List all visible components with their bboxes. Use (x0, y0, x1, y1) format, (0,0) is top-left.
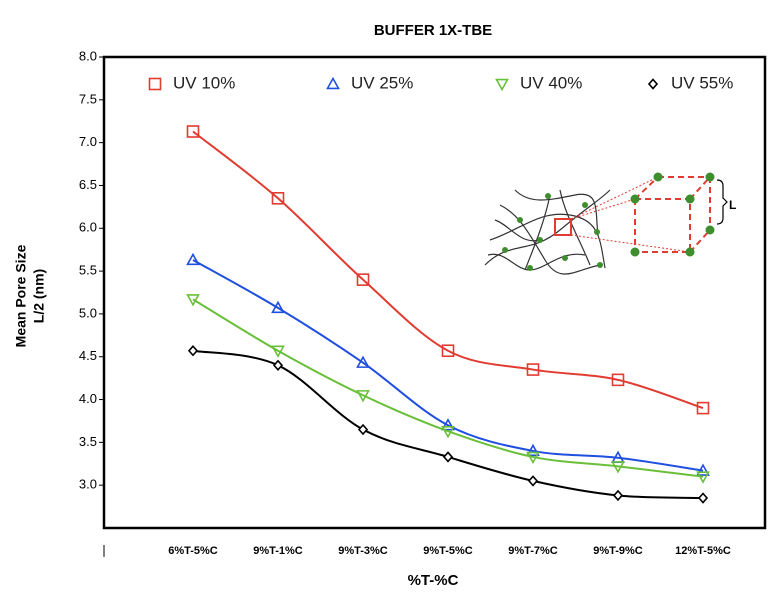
point (526, 363, 540, 376)
chart-title: BUFFER 1X-TBE (374, 22, 492, 39)
point (612, 489, 624, 502)
series-line (192, 130, 704, 410)
x-tick-label: 6%T-5%C (168, 545, 218, 557)
point (186, 125, 200, 138)
point (696, 401, 710, 415)
y-tick-label: 4.0 (79, 391, 97, 406)
y-tick-label: 3.0 (79, 477, 97, 492)
point (696, 471, 710, 484)
x-tick-label: 9%T-1%C (253, 545, 303, 557)
point (697, 492, 709, 504)
y-axis-title: Mean Pore Size (13, 244, 29, 347)
legend-label: UV 25% (351, 73, 413, 92)
legend-marker (148, 77, 162, 91)
legend-label: UV 40% (520, 73, 582, 92)
y-tick-label: 6.5 (79, 177, 97, 192)
point (611, 373, 625, 387)
x-tick-label: 9%T-9%C (593, 545, 643, 557)
point (271, 192, 285, 205)
point (696, 463, 710, 476)
point (187, 345, 199, 357)
legend-marker (647, 78, 659, 90)
point (357, 423, 369, 436)
series-line (192, 259, 704, 472)
x-axis-title: %T-%C (408, 572, 459, 589)
point (272, 359, 284, 371)
y-tick-label: 7.5 (79, 91, 97, 106)
y-tick-label: 4.5 (79, 348, 97, 363)
point (441, 426, 455, 439)
inset-diagram (484, 172, 728, 275)
point (356, 355, 370, 368)
legend-label: UV 10% (173, 73, 235, 92)
point (441, 418, 455, 431)
y-tick-label: 6.0 (79, 220, 97, 235)
y-tick-label: 8.0 (79, 48, 97, 63)
point (441, 344, 455, 358)
y-tick-label: 5.0 (79, 305, 97, 320)
point (442, 451, 454, 463)
point (356, 390, 370, 403)
point (356, 273, 370, 286)
legend-marker (326, 76, 340, 90)
point (186, 252, 200, 266)
y-axis-title: L/2 (nm) (31, 269, 47, 323)
legend-label: UV 55% (671, 73, 733, 92)
point (271, 300, 285, 314)
plot-frame (102, 55, 767, 530)
annotation: L (729, 198, 736, 212)
series-line (192, 298, 704, 478)
y-tick-label: 7.0 (79, 134, 97, 149)
point (271, 345, 285, 358)
point (611, 461, 625, 474)
y-tick-label: 5.5 (79, 263, 97, 278)
point (527, 475, 539, 487)
point (186, 294, 200, 307)
x-tick-label: 12%T-5%C (675, 545, 731, 557)
point (526, 443, 540, 457)
y-tick-label: 3.5 (79, 434, 97, 449)
point (526, 451, 540, 465)
x-tick-label: 9%T-5%C (423, 545, 473, 557)
legend-marker (495, 78, 509, 92)
x-tick-label: 9%T-3%C (338, 545, 388, 557)
x-tick-label: 9%T-7%C (508, 545, 558, 557)
